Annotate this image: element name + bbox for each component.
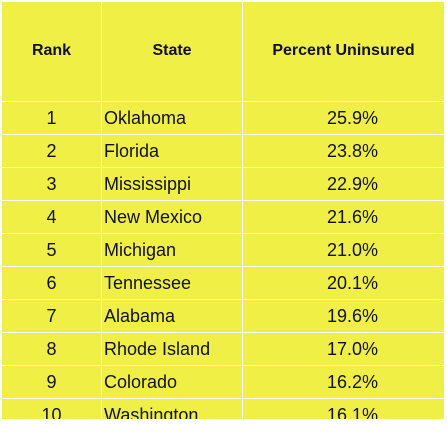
percent-cell: 21.0% (242, 233, 445, 267)
rank-cell: 5 (1, 233, 102, 267)
rank-cell: 8 (1, 332, 102, 366)
table-row: 6 Tennessee 20.1% (1, 266, 445, 300)
state-cell: Tennessee (101, 266, 243, 300)
state-cell: Michigan (101, 233, 243, 267)
table-row: 7 Alabama 19.6% (1, 299, 445, 333)
rank-cell: 1 (1, 101, 102, 135)
percent-cell: 23.8% (242, 134, 445, 168)
state-cell: Rhode Island (101, 332, 243, 366)
state-cell: Colorado (101, 365, 243, 399)
table-row: 8 Rhode Island 17.0% (1, 332, 445, 366)
percent-cell: 22.9% (242, 167, 445, 201)
percent-cell: 25.9% (242, 101, 445, 135)
table-row: 4 New Mexico 21.6% (1, 200, 445, 234)
header-state: State (101, 1, 243, 102)
rank-cell: 2 (1, 134, 102, 168)
percent-cell: 16.2% (242, 365, 445, 399)
table-row: 5 Michigan 21.0% (1, 233, 445, 267)
rank-cell: 7 (1, 299, 102, 333)
rank-cell: 9 (1, 365, 102, 399)
rank-cell: 4 (1, 200, 102, 234)
state-cell: Mississippi (101, 167, 243, 201)
table-header-row: Rank State Percent Uninsured (1, 1, 445, 102)
header-rank: Rank (1, 1, 102, 102)
table-row: 2 Florida 23.8% (1, 134, 445, 168)
state-cell: New Mexico (101, 200, 243, 234)
table-row: 1 Oklahoma 25.9% (1, 101, 445, 135)
table-row: 3 Mississippi 22.9% (1, 167, 445, 201)
header-percent-uninsured: Percent Uninsured (242, 1, 445, 102)
table-row: 9 Colorado 16.2% (1, 365, 445, 399)
rank-cell: 6 (1, 266, 102, 300)
percent-cell: 21.6% (242, 200, 445, 234)
percent-cell: 20.1% (242, 266, 445, 300)
state-cell: Florida (101, 134, 243, 168)
rank-cell: 3 (1, 167, 102, 201)
state-cell: Alabama (101, 299, 243, 333)
page-bottom-margin (0, 419, 447, 431)
percent-cell: 17.0% (242, 332, 445, 366)
state-cell: Oklahoma (101, 101, 243, 135)
percent-cell: 19.6% (242, 299, 445, 333)
